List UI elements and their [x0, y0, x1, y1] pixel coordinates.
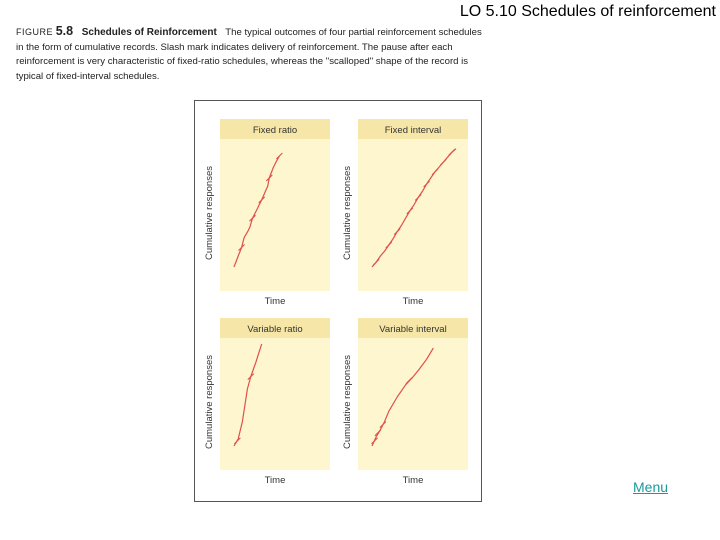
x-axis-label: Time	[265, 475, 286, 486]
reinforcement-mark	[374, 429, 382, 437]
reinforcement-mark	[406, 207, 414, 215]
plot-area	[358, 318, 468, 470]
y-axis-label: Cumulative responses	[342, 355, 353, 449]
panel-header	[220, 119, 330, 139]
panel-header	[358, 119, 468, 139]
chart-title: Fixed ratio	[253, 125, 297, 136]
caption-text: The typical outcomes of four partial rei…	[16, 27, 482, 82]
reinforcement-mark	[265, 174, 273, 182]
cumulative-record-line	[233, 343, 263, 447]
reinforcement-mark	[275, 152, 283, 160]
reinforcement-mark	[423, 180, 430, 188]
plot-area	[220, 318, 330, 470]
reinforcement-mark	[249, 214, 256, 222]
reinforcement-mark	[371, 437, 378, 445]
slide-title: LO 5.10 Schedules of reinforcement	[459, 3, 716, 20]
reinforcement-mark	[372, 258, 380, 266]
panel-header	[220, 318, 330, 338]
cumulative-record-line	[233, 155, 280, 268]
chart-title: Variable ratio	[247, 324, 302, 335]
reinforcement-mark	[258, 196, 266, 204]
figure-caption: FIGURE 5.8 Schedules of Reinforcement Th…	[16, 24, 486, 84]
y-axis-label: Cumulative responses	[204, 355, 215, 449]
reinforcement-mark	[414, 194, 422, 201]
x-axis-label: Time	[403, 296, 424, 307]
chart-panel-3: Variable ratio Time Cumulative responses	[204, 318, 330, 486]
figure-number: 5.8	[55, 24, 74, 38]
reinforcement-mark	[431, 168, 439, 176]
chart-title: Fixed interval	[385, 125, 442, 136]
reinforcement-mark	[405, 377, 413, 385]
x-axis-label: Time	[265, 296, 286, 307]
reinforcement-mark	[393, 228, 401, 236]
figure-box: Fixed ratio Time Cumulative responses Fixed…	[194, 100, 482, 502]
plot-area	[358, 119, 468, 291]
chart-panel-4: Variable interval Time Cumulative response…	[342, 318, 468, 486]
reinforcement-mark	[379, 421, 387, 428]
figure-title: Schedules of Reinforcement	[81, 27, 217, 38]
reinforcement-mark	[440, 158, 447, 166]
reinforcement-mark	[247, 373, 255, 381]
menu-link[interactable]: Menu	[633, 479, 669, 495]
reinforcement-mark	[385, 241, 393, 249]
x-axis-label: Time	[403, 475, 424, 486]
reinforcement-mark	[238, 244, 245, 251]
y-axis-label: Cumulative responses	[204, 166, 215, 260]
chart-panel-1: Fixed ratio Time Cumulative responses	[204, 119, 330, 307]
chart-title: Variable interval	[379, 324, 446, 335]
y-axis-label: Cumulative responses	[342, 166, 353, 260]
reinforcement-mark	[233, 437, 241, 445]
chart-panel-2: Fixed interval Time Cumulative responses	[342, 119, 468, 307]
reinforcement-mark	[448, 148, 456, 156]
panel-header	[358, 318, 468, 338]
figure-label: FIGURE	[16, 27, 54, 37]
plot-area	[220, 119, 330, 291]
